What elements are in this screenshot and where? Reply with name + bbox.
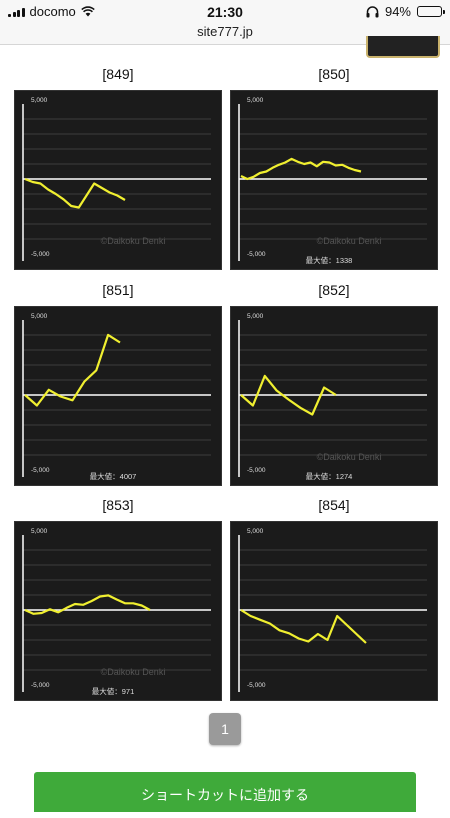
y-tick-top: 5,000	[247, 97, 264, 104]
y-tick-bottom: -5,000	[247, 682, 266, 689]
page-1-button[interactable]: 1	[209, 713, 241, 745]
slump-graph-svg: 5,000 -5,000 最大値：4007	[22, 313, 211, 481]
y-tick-top: 5,000	[247, 313, 264, 320]
machine-number-label: [849]	[102, 66, 134, 82]
y-tick-top: 5,000	[31, 313, 48, 320]
y-tick-top: 5,000	[31, 97, 48, 104]
y-tick-bottom: -5,000	[31, 467, 50, 474]
slump-graph[interactable]: 5,000 -5,000 ©Daikoku Denki 最大値：971	[14, 521, 222, 701]
slump-graph-svg: 5,000 -5,000 ©Daikoku Denki 最大値：1274	[238, 313, 427, 481]
graph-cell: [853] 5,000 -5,000 ©Daikoku Denki 最大値：971	[14, 495, 222, 701]
top-right-button[interactable]	[366, 36, 440, 58]
machine-number-label: [850]	[318, 66, 350, 82]
status-left: docomo	[8, 4, 95, 19]
battery-icon	[417, 6, 445, 17]
y-tick-bottom: -5,000	[31, 682, 50, 689]
slump-graph[interactable]: 5,000 -5,000	[230, 521, 438, 701]
machine-number-label: [853]	[102, 497, 134, 513]
url-text: site777.jp	[197, 24, 253, 39]
slump-line	[24, 177, 126, 209]
machine-number-label: [852]	[318, 282, 350, 298]
graph-cell: [851] 5,000 -5,000 最大値：4007	[14, 280, 222, 486]
slump-graph-svg: 5,000 -5,000 ©Daikoku Denki	[22, 97, 211, 261]
watermark-text: ©Daikoku Denki	[101, 236, 166, 246]
slump-graph[interactable]: 5,000 -5,000 ©Daikoku Denki 最大値：1338	[230, 90, 438, 270]
graph-cell: [850] 5,000 -5,000 ©Daikoku Denki 最大値：1338	[230, 64, 438, 270]
slump-line	[240, 609, 367, 644]
graph-cell: [854] 5,000 -5,000	[230, 495, 438, 701]
status-bar: docomo 21:30 94%	[0, 0, 450, 24]
slump-graph-svg: 5,000 -5,000 ©Daikoku Denki 最大値：1338	[238, 97, 427, 265]
slump-line	[24, 594, 151, 615]
watermark-text: ©Daikoku Denki	[317, 236, 382, 246]
y-tick-top: 5,000	[31, 528, 48, 535]
slump-graph[interactable]: 5,000 -5,000 ©Daikoku Denki	[14, 90, 222, 270]
headphones-icon	[366, 5, 379, 17]
watermark-text: ©Daikoku Denki	[317, 452, 382, 462]
y-tick-bottom: -5,000	[247, 467, 266, 474]
y-tick-top: 5,000	[247, 528, 264, 535]
signal-icon	[8, 6, 25, 17]
carrier-label: docomo	[29, 4, 76, 19]
url-bar[interactable]: site777.jp	[0, 24, 450, 45]
y-tick-bottom: -5,000	[247, 251, 266, 258]
slump-graph[interactable]: 5,000 -5,000 最大値：4007	[14, 306, 222, 486]
watermark-text: ©Daikoku Denki	[101, 667, 166, 677]
max-value-text: 最大値：1338	[306, 255, 353, 265]
slump-graph-svg: 5,000 -5,000	[238, 528, 427, 692]
slump-line	[240, 157, 362, 181]
slump-graph-svg: 5,000 -5,000 ©Daikoku Denki 最大値：971	[22, 528, 211, 696]
slump-graph[interactable]: 5,000 -5,000 ©Daikoku Denki 最大値：1274	[230, 306, 438, 486]
slump-line	[240, 374, 337, 416]
y-tick-bottom: -5,000	[31, 251, 50, 258]
max-value-text: 最大値：971	[92, 686, 135, 696]
max-value-text: 最大値：1274	[306, 471, 353, 481]
clock: 21:30	[207, 4, 243, 20]
max-value-text: 最大値：4007	[90, 471, 137, 481]
battery-percent: 94%	[384, 4, 411, 19]
machine-number-label: [851]	[102, 282, 134, 298]
graph-cell: [849] 5,000 -5,000 ©Daikoku Denki	[14, 64, 222, 270]
machine-number-label: [854]	[318, 497, 350, 513]
slump-line	[24, 333, 121, 407]
add-shortcut-button[interactable]: ショートカットに追加する	[34, 772, 416, 812]
graph-cell: [852] 5,000 -5,000 ©Daikoku Denki 最大値：1274	[230, 280, 438, 486]
status-right: 94%	[366, 4, 445, 19]
wifi-icon	[80, 6, 95, 17]
